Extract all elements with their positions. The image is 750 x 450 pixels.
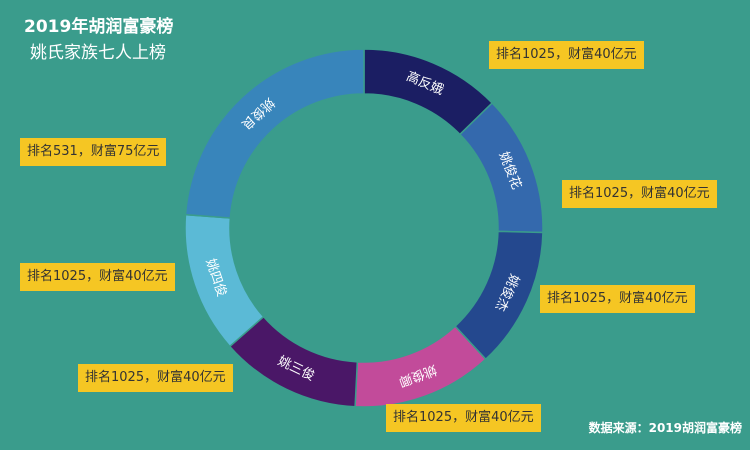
slice-annotation: 排名1025，财富40亿元 (540, 285, 695, 313)
slice-annotation: 排名1025，财富40亿元 (386, 404, 541, 432)
slice-annotation: 排名531，财富75亿元 (20, 138, 167, 166)
source-note: 数据来源：2019胡润富豪榜 (588, 421, 742, 435)
slice-annotation: 排名1025，财富40亿元 (78, 364, 233, 392)
donut-slice (184, 48, 365, 219)
slice-annotation: 排名1025，财富40亿元 (562, 180, 717, 208)
chart-subtitle: 姚氏家族七人上榜 (30, 43, 166, 63)
chart-title: 2019年胡润富豪榜 (24, 17, 174, 37)
slice-annotation: 排名1025，财富40亿元 (489, 41, 644, 69)
slice-annotation: 排名1025，财富40亿元 (20, 263, 175, 291)
